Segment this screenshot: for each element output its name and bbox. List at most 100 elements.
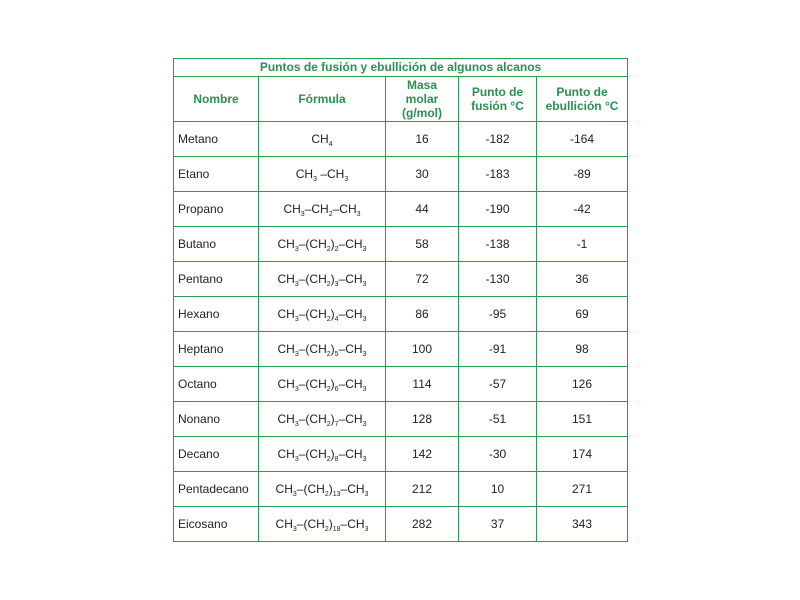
cell-molar-mass: 114 — [385, 366, 459, 402]
header-molar-mass-line-3: (g/mol) — [402, 106, 442, 120]
formula-part: –CH — [338, 447, 363, 461]
cell-formula: CH3–(CH2)13–CH3 — [258, 471, 386, 507]
cell-formula: CH3–(CH2)4–CH3 — [258, 296, 386, 332]
header-boiling-point-line-1: Punto de — [556, 85, 608, 99]
cell-molar-mass: 30 — [385, 156, 459, 192]
formula-part: CH — [275, 517, 293, 531]
formula-text: CH3–(CH2)13–CH3 — [275, 482, 369, 498]
cell-name: Nonano — [173, 401, 259, 437]
cell-formula: CH3–(CH2)8–CH3 — [258, 436, 386, 472]
cell-boiling-point: 151 — [535, 401, 629, 437]
header-melting-point-line-2: fusión °C — [471, 99, 524, 113]
cell-melting-point: -190 — [458, 191, 537, 227]
formula-part: ) — [330, 377, 335, 391]
formula-part: –(CH — [298, 237, 327, 251]
formula-subscript: 4 — [334, 316, 339, 323]
formula-text: CH3–(CH2)18–CH3 — [275, 517, 369, 533]
cell-boiling-point: 98 — [535, 331, 629, 367]
cell-boiling-point: 271 — [535, 471, 629, 507]
formula-subscript: 5 — [334, 351, 339, 358]
cell-melting-point: -91 — [458, 331, 537, 367]
formula-text: CH3–CH2–CH3 — [283, 202, 360, 218]
formula-subscript: 3 — [294, 316, 299, 323]
header-name-label: Nombre — [193, 92, 239, 106]
formula-subscript: 2 — [334, 246, 339, 253]
formula-part: –CH — [332, 202, 357, 216]
table-row: Eicosano CH3–(CH2)18–CH3 282 37 343 — [173, 506, 629, 542]
formula-text: CH3–(CH2)8–CH3 — [277, 447, 367, 463]
table-row: Propano CH3–CH2–CH3 44 -190 -42 — [173, 191, 629, 227]
cell-formula: CH3–CH2–CH3 — [258, 191, 386, 227]
cell-molar-mass: 142 — [385, 436, 459, 472]
formula-part: CH — [295, 167, 314, 181]
table-row: Butano CH3–(CH2)2–CH3 58 -138 -1 — [173, 226, 629, 262]
formula-part: CH — [311, 132, 329, 146]
formula-part: CH — [277, 342, 295, 356]
formula-subscript: 3 — [334, 281, 339, 288]
table-row: Metano CH4 16 -182 -164 — [173, 121, 629, 157]
cell-boiling-point: 126 — [535, 366, 629, 402]
cell-formula: CH3–(CH2)6–CH3 — [258, 366, 386, 402]
formula-part: CH — [275, 482, 293, 496]
cell-formula: CH4 — [258, 121, 386, 157]
formula-subscript: 3 — [294, 386, 299, 393]
formula-subscript: 2 — [326, 386, 331, 393]
formula-subscript: 3 — [362, 281, 367, 288]
header-molar-mass: Masa molar (g/mol) — [385, 76, 459, 122]
cell-name: Octano — [173, 366, 259, 402]
header-melting-point-line-1: Punto de — [471, 85, 524, 99]
cell-formula: CH3–(CH2)3–CH3 — [258, 261, 386, 297]
cell-molar-mass: 212 — [385, 471, 459, 507]
formula-part: –(CH — [298, 412, 327, 426]
table-body: Metano CH4 16 -182 -164 Etano CH3 –CH3 30 -183 -8… — [173, 121, 629, 542]
cell-name: Heptano — [173, 331, 259, 367]
cell-melting-point: -138 — [458, 226, 537, 262]
formula-subscript: 3 — [292, 491, 297, 498]
formula-subscript: 3 — [364, 491, 369, 498]
formula-text: CH3–(CH2)4–CH3 — [278, 307, 367, 323]
cell-molar-mass: 100 — [385, 331, 459, 367]
formula-text: CH4 — [311, 132, 332, 148]
table-row: Hexano CH3–(CH2)4–CH3 86 -95 69 — [173, 296, 629, 332]
formula-subscript: 3 — [300, 211, 305, 218]
formula-subscript: 3 — [294, 351, 299, 358]
formula-part: CH — [277, 237, 295, 251]
cell-name: Decano — [173, 436, 259, 472]
formula-subscript: 2 — [326, 421, 331, 428]
cell-melting-point: -183 — [458, 156, 537, 192]
formula-part: CH — [277, 447, 295, 461]
header-boiling-point-line-2: ebullición °C — [545, 99, 619, 113]
cell-boiling-point: -89 — [535, 156, 629, 192]
formula-part: ) — [330, 272, 335, 286]
formula-part: ) — [328, 517, 333, 531]
formula-part: –CH — [304, 202, 329, 216]
header-formula: Fórmula — [258, 76, 386, 122]
header-molar-mass-line-1: Masa — [406, 78, 438, 92]
formula-text: CH3–(CH2)3–CH3 — [277, 272, 367, 288]
formula-part: –(CH — [298, 272, 327, 286]
cell-formula: CH3–(CH2)5–CH3 — [258, 331, 386, 367]
formula-subscript: 2 — [328, 211, 333, 218]
formula-subscript: 7 — [334, 421, 339, 428]
cell-boiling-point: 343 — [535, 506, 629, 542]
formula-subscript: 3 — [362, 421, 367, 428]
formula-part: CH — [277, 272, 295, 286]
formula-subscript: 6 — [334, 386, 339, 393]
header-boiling-point: Punto de ebullición °C — [535, 76, 629, 122]
formula-subscript: 3 — [362, 246, 367, 253]
formula-part: ) — [330, 307, 335, 321]
formula-part: ) — [330, 447, 335, 461]
alkanes-table: Puntos de fusión y ebullición de algunos… — [172, 58, 629, 542]
cell-formula: CH3–(CH2)2–CH3 — [258, 226, 386, 262]
header-melting-point: Punto de fusión °C — [458, 76, 537, 122]
cell-name: Eicosano — [173, 506, 259, 542]
cell-name: Hexano — [173, 296, 259, 332]
cell-name: Propano — [173, 191, 259, 227]
cell-melting-point: 10 — [458, 471, 537, 507]
formula-subscript: 13 — [332, 491, 341, 498]
formula-text: CH3–(CH2)7–CH3 — [278, 412, 367, 428]
formula-subscript: 3 — [294, 281, 299, 288]
formula-subscript: 2 — [324, 526, 329, 533]
formula-part: –(CH — [298, 377, 327, 391]
formula-part: –(CH — [298, 307, 327, 321]
